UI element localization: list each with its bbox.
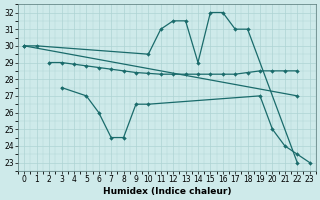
X-axis label: Humidex (Indice chaleur): Humidex (Indice chaleur) xyxy=(103,187,231,196)
